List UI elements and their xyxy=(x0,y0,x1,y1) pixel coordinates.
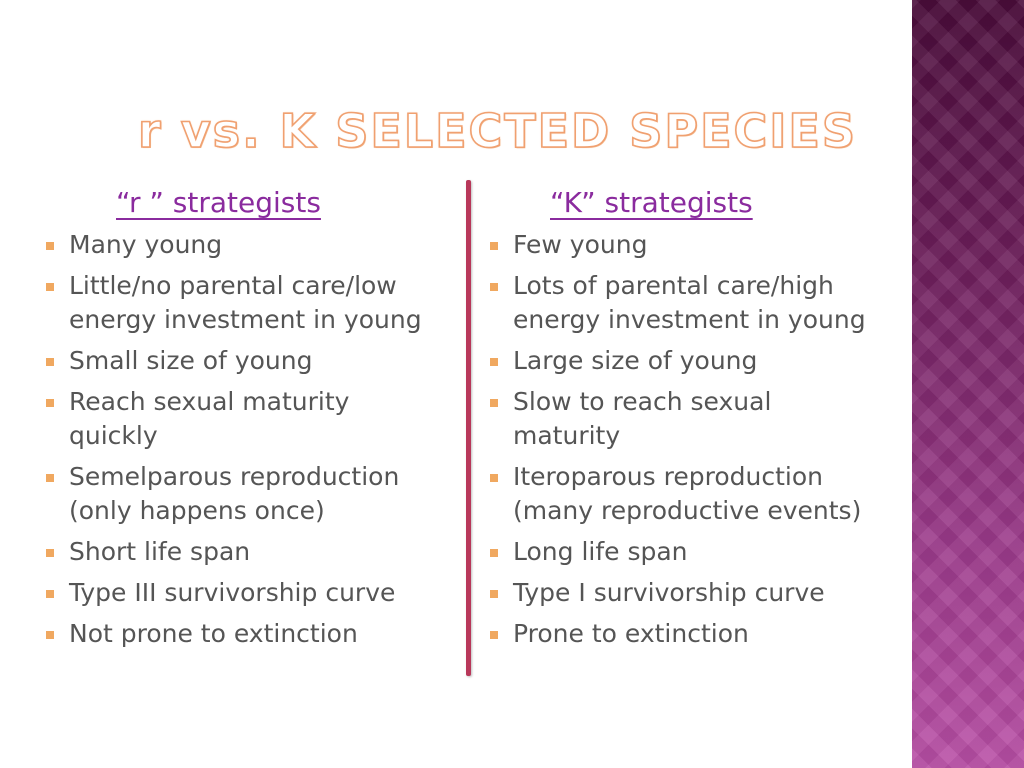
list-item-text: Semelparous reproduction (only happens o… xyxy=(69,462,400,525)
list-item-text: Long life span xyxy=(513,537,688,566)
list-item[interactable]: Little/no parental care/low energy inves… xyxy=(44,269,464,337)
square-bullet-icon xyxy=(46,399,54,407)
list-item-text: Many young xyxy=(69,230,223,259)
list-item[interactable]: Type III survivorship curve xyxy=(44,576,464,610)
square-bullet-icon xyxy=(46,358,54,366)
list-item[interactable]: Type I survivorship curve xyxy=(488,576,908,610)
list-item-text: Iteroparous reproduction (many reproduct… xyxy=(513,462,862,525)
square-bullet-icon xyxy=(46,549,54,557)
list-item[interactable]: Reach sexual maturity quickly xyxy=(44,385,464,453)
k-strategists-column: “K” strategists Few young Lots of parent… xyxy=(488,184,908,658)
list-item[interactable]: Large size of young xyxy=(488,344,908,378)
list-item[interactable]: Iteroparous reproduction (many reproduct… xyxy=(488,460,908,528)
decorative-side-bar xyxy=(912,0,1024,768)
square-bullet-icon xyxy=(46,283,54,291)
list-item[interactable]: Lots of parental care/high energy invest… xyxy=(488,269,908,337)
square-bullet-icon xyxy=(46,474,54,482)
list-item-text: Type I survivorship curve xyxy=(513,578,825,607)
side-bar-pattern xyxy=(912,0,1024,768)
list-item[interactable]: Many young xyxy=(44,228,464,262)
square-bullet-icon xyxy=(490,549,498,557)
square-bullet-icon xyxy=(490,358,498,366)
k-strategists-list: Few young Lots of parental care/high ene… xyxy=(488,228,908,651)
slide-title[interactable]: r vs. K SELECTED SPECIES xyxy=(137,103,857,159)
square-bullet-icon xyxy=(490,590,498,598)
list-item[interactable]: Semelparous reproduction (only happens o… xyxy=(44,460,464,528)
list-item[interactable]: Slow to reach sexual maturity xyxy=(488,385,908,453)
square-bullet-icon xyxy=(490,631,498,639)
list-item-text: Short life span xyxy=(69,537,251,566)
list-item-text: Large size of young xyxy=(513,346,758,375)
list-item[interactable]: Prone to extinction xyxy=(488,617,908,651)
list-item-text: Slow to reach sexual maturity xyxy=(513,387,772,450)
square-bullet-icon xyxy=(490,283,498,291)
r-strategists-heading[interactable]: “r ” strategists xyxy=(116,186,321,219)
k-strategists-heading[interactable]: “K” strategists xyxy=(550,186,753,219)
list-item[interactable]: Few young xyxy=(488,228,908,262)
list-item-text: Not prone to extinction xyxy=(69,619,358,648)
list-item-text: Reach sexual maturity quickly xyxy=(69,387,350,450)
list-item-text: Prone to extinction xyxy=(513,619,749,648)
list-item[interactable]: Short life span xyxy=(44,535,464,569)
list-item[interactable]: Not prone to extinction xyxy=(44,617,464,651)
list-item-text: Type III survivorship curve xyxy=(69,578,396,607)
list-item[interactable]: Small size of young xyxy=(44,344,464,378)
square-bullet-icon xyxy=(490,474,498,482)
square-bullet-icon xyxy=(46,242,54,250)
r-strategists-list: Many young Little/no parental care/low e… xyxy=(44,228,464,651)
list-item-text: Little/no parental care/low energy inves… xyxy=(69,271,422,334)
column-divider xyxy=(466,180,471,676)
list-item-text: Lots of parental care/high energy invest… xyxy=(513,271,866,334)
list-item-text: Few young xyxy=(513,230,648,259)
square-bullet-icon xyxy=(490,242,498,250)
square-bullet-icon xyxy=(490,399,498,407)
list-item[interactable]: Long life span xyxy=(488,535,908,569)
r-strategists-column: “r ” strategists Many young Little/no pa… xyxy=(44,184,464,658)
list-item-text: Small size of young xyxy=(69,346,313,375)
square-bullet-icon xyxy=(46,590,54,598)
square-bullet-icon xyxy=(46,631,54,639)
